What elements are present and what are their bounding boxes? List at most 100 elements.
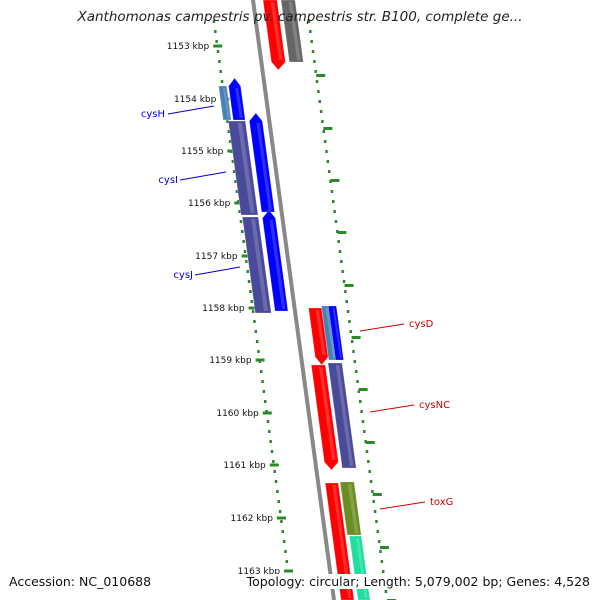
major-tick bbox=[372, 493, 382, 496]
gene-feature-cysI[interactable] bbox=[227, 120, 259, 216]
gene-label-cysD[interactable]: cysD bbox=[409, 319, 434, 330]
minor-tick bbox=[322, 130, 326, 133]
gene-label-cysI[interactable]: cysI bbox=[158, 175, 178, 186]
gene-feature-cysNC[interactable] bbox=[327, 362, 357, 469]
minor-tick bbox=[345, 300, 348, 303]
minor-tick bbox=[307, 20, 311, 23]
gene-label-toxG[interactable]: toxG bbox=[430, 497, 453, 508]
minor-tick bbox=[228, 140, 232, 143]
cds-feature[interactable] bbox=[262, 0, 286, 71]
minor-tick bbox=[234, 180, 237, 183]
minor-tick bbox=[350, 340, 354, 343]
minor-tick bbox=[231, 160, 235, 163]
minor-tick bbox=[376, 530, 380, 533]
major-tick bbox=[234, 201, 244, 205]
major-tick bbox=[358, 388, 368, 391]
cds-feature-cysJ-highlight bbox=[269, 220, 286, 309]
kbp-tick-label: 1156 kbp bbox=[188, 199, 231, 209]
kbp-tick-label: 1158 kbp bbox=[202, 304, 245, 314]
minor-tick bbox=[353, 360, 357, 363]
minor-tick bbox=[314, 70, 317, 73]
minor-tick bbox=[367, 460, 370, 463]
gene-features bbox=[218, 0, 371, 600]
minor-tick bbox=[257, 350, 260, 353]
minor-tick bbox=[282, 540, 286, 543]
minor-tick bbox=[341, 270, 344, 273]
minor-tick bbox=[360, 410, 363, 413]
major-tick bbox=[276, 516, 286, 520]
minor-tick bbox=[330, 190, 334, 193]
minor-tick bbox=[384, 590, 388, 593]
gene-label-leader bbox=[369, 404, 415, 413]
major-tick bbox=[365, 441, 375, 444]
genome-summary-text: Topology: circular; Length: 5,079,002 bp… bbox=[242, 574, 590, 589]
minor-tick bbox=[361, 420, 365, 423]
minor-tick bbox=[219, 70, 222, 73]
gene-labels: cysH cysI cysJ cysD cysNC toxG bbox=[141, 105, 453, 510]
gene-label-leader bbox=[359, 323, 405, 332]
kbp-tick-label: 1153 kbp bbox=[167, 42, 210, 52]
minor-tick bbox=[253, 320, 256, 323]
gene-label-cysJ[interactable]: cysJ bbox=[173, 270, 193, 281]
cds-feature-cysD[interactable] bbox=[308, 307, 329, 366]
minor-tick bbox=[349, 330, 353, 333]
cds-feature-toxG-highlight bbox=[332, 485, 352, 598]
minor-tick bbox=[266, 420, 270, 423]
gene-label-leader bbox=[194, 266, 241, 276]
gene-feature[interactable] bbox=[280, 0, 304, 63]
major-tick bbox=[213, 44, 223, 48]
cds-feature-cysD-end[interactable] bbox=[327, 305, 345, 361]
kbp-tick-label: 1159 kbp bbox=[209, 356, 252, 366]
minor-tick bbox=[363, 430, 366, 433]
minor-tick bbox=[317, 90, 320, 93]
major-tick bbox=[255, 358, 265, 362]
cds-feature-toxG[interactable] bbox=[324, 482, 355, 600]
major-tick bbox=[241, 254, 251, 258]
major-tick bbox=[344, 284, 354, 287]
gene-feature-toxG[interactable] bbox=[339, 481, 362, 536]
gene-label-cysNC[interactable]: cysNC bbox=[419, 400, 450, 411]
minor-tick bbox=[277, 500, 280, 503]
kbp-tick-label: 1154 kbp bbox=[174, 95, 217, 105]
minor-tick bbox=[274, 480, 278, 483]
minor-tick bbox=[311, 50, 315, 53]
minor-tick bbox=[249, 290, 252, 293]
minor-tick bbox=[364, 440, 367, 443]
minor-tick bbox=[318, 100, 321, 103]
minor-tick bbox=[379, 550, 382, 553]
minor-tick bbox=[278, 510, 282, 513]
gene-label-leader bbox=[179, 171, 227, 181]
minor-tick bbox=[354, 370, 358, 373]
minor-tick bbox=[365, 450, 369, 453]
minor-tick bbox=[377, 540, 381, 543]
cds-feature-cysH[interactable] bbox=[228, 77, 246, 121]
minor-tick bbox=[381, 570, 385, 573]
minor-tick bbox=[284, 550, 287, 553]
gene-feature-cysH[interactable] bbox=[218, 85, 232, 121]
gene-label-cysH[interactable]: cysH bbox=[141, 109, 165, 120]
minor-tick bbox=[218, 60, 221, 63]
kbp-tick-label: 1157 kbp bbox=[195, 252, 238, 262]
minor-tick bbox=[262, 390, 266, 393]
minor-tick bbox=[327, 170, 331, 173]
minor-tick bbox=[368, 470, 371, 473]
cds-feature-cysJ[interactable] bbox=[262, 209, 289, 312]
minor-tick bbox=[214, 30, 217, 33]
kbp-tick-label: 1155 kbp bbox=[181, 147, 224, 157]
gene-feature-cysJ-highlight bbox=[251, 219, 269, 311]
major-tick bbox=[337, 231, 347, 234]
minor-tick bbox=[243, 250, 247, 253]
kbp-tick-label: 1162 kbp bbox=[231, 514, 274, 524]
minor-tick bbox=[346, 310, 350, 313]
gene-feature-cysJ[interactable] bbox=[241, 216, 272, 314]
minor-tick bbox=[264, 400, 267, 403]
minor-tick bbox=[333, 210, 336, 213]
gene-feature-cysH-highlight bbox=[223, 88, 230, 118]
gene-feature-cysD-highlight bbox=[325, 308, 335, 358]
minor-tick bbox=[336, 230, 339, 233]
minor-tick bbox=[285, 560, 289, 563]
cds-feature-cysNC[interactable] bbox=[310, 364, 339, 471]
gene-feature-highlight bbox=[288, 2, 301, 60]
cds-feature-cysI-highlight bbox=[256, 123, 273, 210]
